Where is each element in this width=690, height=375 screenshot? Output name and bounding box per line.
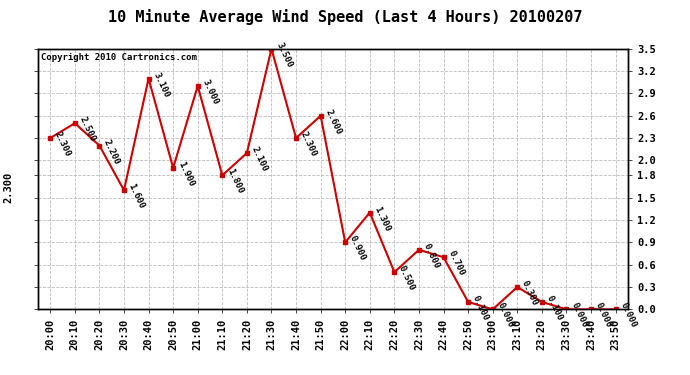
- Text: 2.300: 2.300: [3, 172, 13, 203]
- Text: 0.300: 0.300: [520, 279, 540, 307]
- Text: 2.300: 2.300: [299, 130, 318, 158]
- Text: 2.500: 2.500: [77, 115, 97, 143]
- Text: 2.300: 2.300: [53, 130, 72, 158]
- Text: 10 Minute Average Wind Speed (Last 4 Hours) 20100207: 10 Minute Average Wind Speed (Last 4 Hou…: [108, 9, 582, 26]
- Text: 2.200: 2.200: [102, 138, 121, 166]
- Text: 3.000: 3.000: [201, 78, 220, 106]
- Text: 0.000: 0.000: [495, 302, 515, 330]
- Text: 0.100: 0.100: [544, 294, 564, 322]
- Text: 1.300: 1.300: [373, 205, 392, 233]
- Text: 0.700: 0.700: [446, 249, 466, 278]
- Text: 0.100: 0.100: [471, 294, 491, 322]
- Text: 0.900: 0.900: [348, 234, 368, 262]
- Text: 0.500: 0.500: [397, 264, 417, 292]
- Text: 0.800: 0.800: [422, 242, 441, 270]
- Text: 2.600: 2.600: [324, 108, 343, 136]
- Text: 2.100: 2.100: [250, 145, 269, 173]
- Text: 0.000: 0.000: [569, 302, 589, 330]
- Text: Copyright 2010 Cartronics.com: Copyright 2010 Cartronics.com: [41, 53, 197, 62]
- Text: 0.000: 0.000: [618, 302, 638, 330]
- Text: 3.100: 3.100: [151, 70, 171, 99]
- Text: 1.900: 1.900: [176, 160, 195, 188]
- Text: 0.000: 0.000: [594, 302, 613, 330]
- Text: 1.600: 1.600: [127, 182, 146, 210]
- Text: 1.800: 1.800: [225, 167, 244, 195]
- Text: 3.500: 3.500: [274, 41, 294, 69]
